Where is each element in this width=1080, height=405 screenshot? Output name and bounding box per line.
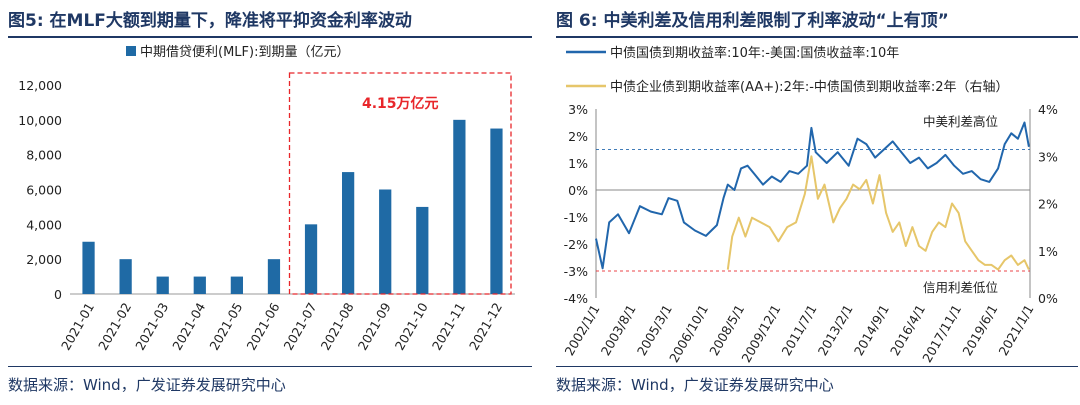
bar: [119, 259, 132, 294]
bar: [230, 276, 243, 294]
x-tick-label: 2016/4/1: [887, 302, 928, 358]
x-tick-label: 2021-07: [281, 300, 320, 353]
series-line-cn-us-spread: [595, 121, 1030, 270]
x-tick-label: 2021-11: [429, 300, 468, 353]
title-divider: [8, 36, 532, 38]
y-left-tick-label: 2%: [568, 129, 588, 144]
bar: [453, 119, 466, 294]
bar: [379, 189, 392, 294]
bar: [267, 259, 281, 294]
x-tick-label: 2014/9/1: [851, 302, 892, 358]
legend-label: 中债国债到期收益率:10年:-美国:国债收益率:10年: [610, 45, 899, 61]
x-tick-label: 2021-02: [95, 300, 134, 353]
x-tick-label: 2013/2/1: [815, 302, 856, 358]
mlf-bar-chart: 中期借贷便利(MLF):到期量（亿元） 0 2,000 4,000 6,000 8,000…: [18, 45, 515, 353]
x-tick-label: 2008/5/1: [706, 302, 747, 358]
x-tick-label: 2021-08: [318, 300, 357, 353]
x-tick-label: 2003/8/1: [598, 302, 639, 358]
y-left-tick-label: -2%: [564, 237, 588, 252]
spread-line-chart: 中债国债到期收益率:10年:-美国:国债收益率:10年中债企业债到期收益率(AA…: [562, 45, 1058, 365]
x-tick-label: 2021-04: [169, 300, 208, 353]
panel-mlf-maturity: 图5: 在MLF大额到期量下，降准将平抑资金利率波动 中期借贷便利(MLF):到…: [8, 11, 532, 394]
reference-label: 中美利差高位: [923, 114, 998, 129]
chart-title: 图 6: 中美利差及信用利差限制了利率波动“上有顶”: [556, 11, 949, 31]
y-tick-label: 0: [54, 287, 62, 302]
x-tick-label: 2005/3/1: [634, 302, 675, 358]
bar: [193, 276, 206, 294]
y-tick-label: 10,000: [18, 113, 62, 128]
x-tick-label: 2021-03: [132, 300, 171, 353]
series-line-credit-spread: [726, 155, 1030, 271]
source-divider: [8, 366, 532, 367]
x-tick-label: 2019/6/1: [959, 302, 1000, 358]
y-left-tick-label: 3%: [568, 102, 588, 117]
bar: [416, 206, 429, 294]
y-left-tick-label: 0%: [568, 183, 588, 198]
y-right-tick-label: 3%: [1038, 149, 1058, 164]
annotation-label: 4.15万亿元: [362, 95, 439, 112]
bar: [304, 224, 318, 294]
y-left-tick-label: 1%: [568, 156, 588, 171]
title-divider: [556, 36, 1078, 38]
x-tick-label: 2002/1/1: [562, 302, 603, 358]
y-left-tick-label: -3%: [564, 264, 588, 279]
bar: [342, 172, 355, 294]
source-note: 数据来源：Wind，广发证券发展研究中心: [8, 376, 286, 394]
source-note: 数据来源：Wind，广发证券发展研究中心: [556, 376, 834, 394]
x-tick-label: 2021-05: [206, 300, 245, 353]
y-right-tick-label: 2%: [1038, 197, 1058, 212]
y-tick-label: 8,000: [26, 148, 62, 163]
chart-title: 图5: 在MLF大额到期量下，降准将平抑资金利率波动: [8, 11, 412, 31]
source-divider: [556, 366, 1078, 367]
panel-spreads: 图 6: 中美利差及信用利差限制了利率波动“上有顶” 中债国债到期收益率:10年…: [548, 0, 1080, 405]
y-tick-label: 4,000: [26, 217, 62, 232]
bar: [490, 128, 503, 294]
reference-label: 信用利差低位: [923, 280, 998, 295]
y-right-tick-label: 4%: [1038, 102, 1058, 117]
x-tick-label: 2021/1/1: [996, 302, 1037, 358]
x-tick-label: 2021-12: [466, 300, 505, 353]
y-right-tick-label: 1%: [1038, 244, 1058, 259]
x-tick-label: 2011/7/1: [779, 302, 820, 358]
legend-swatch: [126, 46, 136, 56]
x-tick-label: 2021-10: [392, 300, 431, 353]
legend-label: 中期借贷便利(MLF):到期量（亿元）: [140, 45, 349, 60]
y-tick-label: 6,000: [26, 183, 62, 198]
legend-label: 中债企业债到期收益率(AA+):2年:-中债国债到期收益率:2年（右轴）: [610, 79, 1009, 95]
y-left-tick-label: -4%: [564, 291, 588, 306]
bar: [82, 241, 95, 294]
y-right-tick-label: 0%: [1038, 291, 1058, 306]
x-tick-label: 2021-06: [243, 300, 282, 353]
x-tick-label: 2021-01: [58, 300, 97, 353]
y-tick-label: 12,000: [18, 78, 62, 93]
y-tick-label: 2,000: [26, 252, 62, 267]
y-left-tick-label: -1%: [564, 210, 588, 225]
x-tick-label: 2021-09: [355, 300, 394, 353]
highlight-box: [288, 72, 512, 295]
bar: [156, 276, 169, 294]
